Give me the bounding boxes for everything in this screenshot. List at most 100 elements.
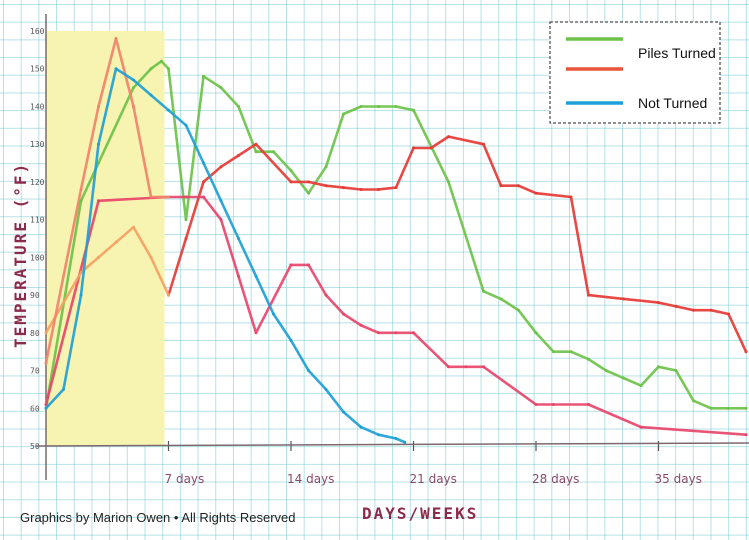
- series-2-point: [482, 142, 485, 146]
- series-6-point: [62, 387, 65, 391]
- series-6-point: [359, 425, 363, 429]
- series-3-point: [324, 293, 328, 297]
- series-1-point: [709, 406, 713, 410]
- legend: Piles Turned Not Turned: [549, 21, 721, 124]
- y-tick-label: 130: [30, 140, 45, 149]
- x-tick-label: 7 days: [165, 472, 205, 486]
- series-1-point: [307, 191, 310, 195]
- series-5-point: [149, 195, 153, 199]
- series-2-point: [202, 180, 205, 184]
- series-line-3: [44, 195, 748, 437]
- series-3-point: [184, 195, 188, 199]
- series-3-point: [377, 331, 380, 335]
- series-1-point: [377, 105, 380, 108]
- series-6-point: [307, 369, 310, 372]
- series-4-point: [114, 240, 118, 244]
- series-2-point: [517, 184, 520, 188]
- x-axis-ticks: 7 days 14 days 21 days 28 days 35 days: [165, 441, 702, 486]
- series-6-point: [289, 338, 293, 342]
- credit-text: Graphics by Marion Owen • All Rights Res…: [20, 510, 296, 525]
- series-1-point: [552, 350, 555, 354]
- series-1-point: [622, 376, 625, 380]
- y-tick-label: 70: [30, 367, 40, 376]
- series-6-point: [184, 123, 188, 127]
- series-5-point: [132, 105, 135, 108]
- series-line-6: [44, 67, 407, 444]
- series-1-point: [499, 297, 503, 301]
- series-4-point: [149, 255, 153, 259]
- series-1-point: [674, 369, 678, 372]
- legend-label: Piles Turned: [638, 45, 716, 61]
- series-2-point: [429, 146, 433, 150]
- series-6-point: [149, 93, 153, 97]
- series-3-point: [289, 263, 293, 267]
- series-1-point: [604, 369, 608, 372]
- series-2-point: [692, 308, 695, 312]
- series-6-point: [79, 293, 83, 297]
- series-6-point: [44, 406, 48, 410]
- series-3-point: [307, 263, 310, 267]
- series-2-point: [534, 191, 538, 195]
- series-1-point: [587, 357, 590, 361]
- series-5-point: [79, 188, 83, 191]
- series-3-point: [534, 403, 538, 406]
- series-3-point: [254, 331, 258, 335]
- y-tick-label: 140: [30, 102, 45, 111]
- series-2-point: [709, 308, 713, 312]
- series-1-point: [132, 86, 135, 90]
- series-1-point: [202, 74, 205, 78]
- series-3-point: [744, 433, 748, 437]
- series-2-point: [324, 184, 328, 188]
- series-2-point: [254, 142, 258, 146]
- series-6-point: [132, 78, 135, 82]
- series-2-point: [359, 188, 363, 191]
- series-3-point: [587, 403, 590, 406]
- series-3-point: [44, 403, 48, 406]
- series-3-point: [394, 331, 398, 335]
- series-3-point: [639, 425, 643, 429]
- y-tick-label: 90: [30, 291, 40, 300]
- series-1-point: [237, 105, 240, 108]
- y-tick-label: 110: [30, 216, 45, 225]
- series-6-point: [219, 199, 223, 203]
- y-tick-label: 100: [30, 253, 45, 262]
- series-2-point: [377, 188, 380, 191]
- series-2-point: [237, 154, 240, 157]
- series-2-point: [569, 195, 573, 199]
- x-tick-label: 28 days: [532, 472, 579, 486]
- series-1-point: [324, 165, 328, 169]
- series-1-point: [289, 169, 293, 173]
- series-2-point: [587, 293, 590, 297]
- series-5-point: [114, 37, 118, 40]
- series-2-point: [622, 297, 625, 301]
- series-2-point: [394, 186, 398, 190]
- series-5-point: [44, 361, 48, 365]
- series-1-point: [412, 108, 415, 112]
- series-2-point: [727, 312, 730, 316]
- series-1-point: [447, 180, 450, 184]
- series-2-point: [289, 180, 293, 184]
- series-2-point: [184, 237, 188, 240]
- series-1-point: [97, 161, 100, 165]
- series-4-point: [97, 255, 100, 259]
- series-3-point: [552, 403, 555, 406]
- series-1-point: [254, 150, 258, 154]
- y-tick-label: 160: [30, 27, 45, 36]
- series-3-point: [97, 199, 100, 203]
- series-4-point: [167, 293, 170, 297]
- series-1-point: [744, 406, 748, 410]
- series-1-point: [342, 112, 345, 116]
- x-axis-line: [35, 442, 749, 447]
- series-1-point: [79, 199, 83, 203]
- x-tick-label: 21 days: [410, 472, 457, 486]
- series-2-point: [447, 135, 450, 139]
- series-1-point: [534, 331, 538, 335]
- series-2-point: [744, 350, 748, 354]
- series-4-point: [79, 271, 83, 274]
- x-axis-title: DAYS/WEEKS: [362, 504, 478, 523]
- y-axis-ticks: 50 60 70 80 90 100 110 120 130 140 150 160: [30, 27, 45, 451]
- series-1-point: [657, 365, 660, 369]
- series-3-point: [464, 365, 468, 369]
- series-6-point: [237, 237, 240, 240]
